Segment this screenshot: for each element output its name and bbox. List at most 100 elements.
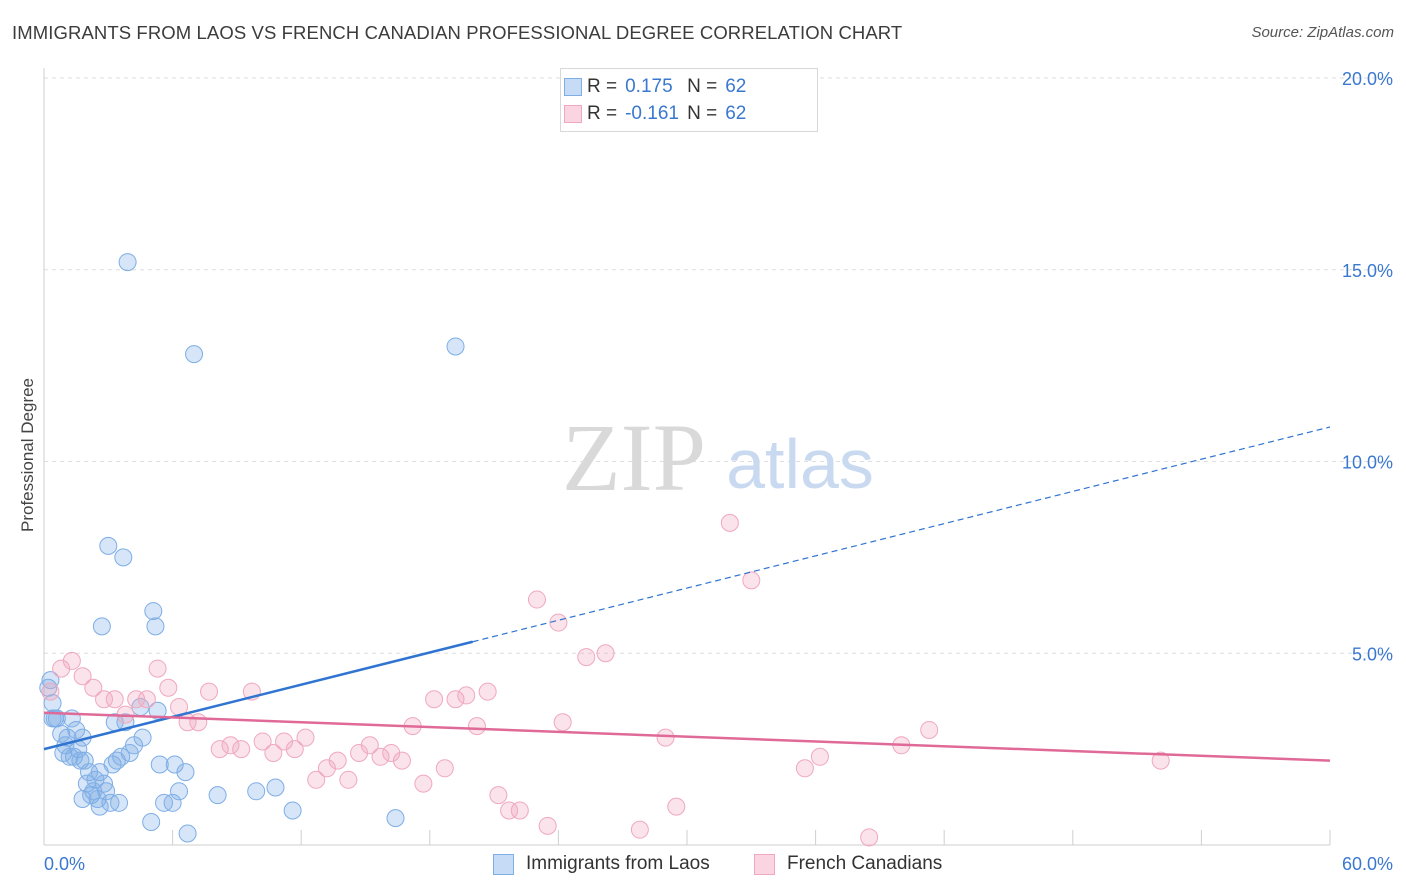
y-tick-label: 15.0% — [1342, 261, 1393, 281]
french-canadian-point — [105, 690, 124, 709]
laos-point — [97, 782, 116, 801]
french-canadian-point — [275, 732, 294, 751]
legend-r-label: R = — [587, 76, 618, 97]
french-canadian-point — [253, 732, 272, 751]
french-canadian-point — [667, 797, 686, 816]
french-canadian-point — [371, 747, 390, 766]
bottom-legend-label-laos: Immigrants from Laos — [526, 853, 710, 874]
french-canadian-point — [317, 759, 336, 778]
x-tick-label: 60.0% — [1342, 854, 1393, 874]
french-canadian-point — [264, 743, 283, 762]
french-canadian-point — [553, 713, 572, 732]
french-canadian-point — [549, 613, 568, 632]
french-canadian-point — [510, 801, 529, 820]
laos-point — [146, 617, 165, 636]
french-canadian-point — [221, 736, 240, 755]
french-canadian-point — [350, 743, 369, 762]
bottom-legend-french-canadians: French Canadians — [754, 851, 942, 877]
tick-labels: 5.0% 10.0% 15.0% 20.0% 0.0% 60.0% — [44, 69, 1393, 874]
bottom-legend-laos: Immigrants from Laos — [493, 851, 710, 877]
french-canadian-point — [656, 728, 675, 747]
french-canadian-point — [920, 720, 939, 739]
gridlines — [44, 77, 1390, 654]
laos-point — [99, 536, 118, 555]
french-canadian-point — [339, 770, 358, 789]
french-canadian-point — [795, 759, 814, 778]
laos-point — [110, 793, 129, 812]
legend-n-value-laos: 62 — [725, 76, 747, 97]
french-canadian-point — [414, 774, 433, 793]
french-canadian-point — [73, 667, 92, 686]
french-canadian-point — [478, 682, 497, 701]
chart-title: IMMIGRANTS FROM LAOS VS FRENCH CANADIAN … — [12, 22, 903, 43]
french-canadian-point — [148, 659, 167, 678]
legend-swatch-french-canadians — [564, 105, 582, 123]
laos-point — [148, 701, 167, 720]
y-tick-label: 20.0% — [1342, 69, 1393, 89]
french-canadian-point — [232, 740, 251, 759]
laos-point — [165, 755, 184, 774]
french-canadian-point — [810, 747, 829, 766]
laos-point — [80, 763, 99, 782]
french-canadian-point — [95, 690, 114, 709]
french-canadian-point — [210, 740, 229, 759]
bottom-legend-swatch-french-canadians — [754, 853, 775, 875]
legend-row-french-canadians: R = -0.161 N = 62 — [564, 102, 747, 126]
x-tick-label: 0.0% — [44, 854, 85, 874]
laos-point — [114, 548, 133, 567]
laos-point — [92, 617, 111, 636]
y-tick-label: 5.0% — [1352, 644, 1393, 664]
laos-point — [247, 782, 266, 801]
laos-point — [178, 824, 197, 843]
french-canadian-point — [159, 678, 178, 697]
french-canadian-point — [860, 828, 879, 847]
french-canadian-point — [392, 751, 411, 770]
french-canadian-point — [296, 728, 315, 747]
laos-point — [133, 728, 152, 747]
axes — [43, 68, 1331, 846]
legend-n-value-french-canadians: 62 — [725, 103, 747, 124]
french-canadian-point — [596, 644, 615, 663]
french-canadian-point — [489, 786, 508, 805]
french-canadian-point — [630, 820, 649, 839]
trend-lines — [43, 426, 1331, 762]
laos-point — [75, 751, 94, 770]
laos-point — [185, 345, 204, 364]
french-canadian-point — [1151, 751, 1170, 770]
laos-point — [266, 778, 285, 797]
legend-r-label: R = — [587, 103, 618, 124]
french-canadian-point — [382, 743, 401, 762]
french-canadian-point — [41, 682, 60, 701]
bottom-legend-label-french-canadians: French Canadians — [787, 853, 943, 874]
laos-trend-extension — [472, 426, 1331, 643]
laos-point — [386, 809, 405, 828]
laos-point — [67, 720, 86, 739]
french-canadian-point — [127, 690, 146, 709]
laos-point — [163, 793, 182, 812]
laos-point — [208, 786, 227, 805]
french-canadian-point — [577, 648, 596, 667]
laos-trend-line — [43, 640, 473, 751]
legend-n-label: N = — [687, 76, 718, 97]
laos-point — [90, 797, 109, 816]
laos-point — [150, 755, 169, 774]
laos-point — [118, 253, 137, 272]
french-canadian-point — [742, 571, 761, 590]
laos-point — [142, 812, 161, 831]
laos-point — [144, 602, 163, 621]
french-canadian-point — [328, 751, 347, 770]
y-tick-label: 10.0% — [1342, 453, 1393, 473]
french-canadian-point — [527, 590, 546, 609]
laos-point — [446, 337, 465, 356]
data-points — [39, 253, 1170, 847]
legend-n-label: N = — [687, 103, 718, 124]
laos-point — [112, 747, 131, 766]
french-canadian-point — [538, 816, 557, 835]
french-canadian-point — [285, 740, 304, 759]
laos-point — [95, 774, 114, 793]
laos-point — [283, 801, 302, 820]
french-canadian-point — [200, 682, 219, 701]
laos-point — [170, 782, 189, 801]
legend-swatch-laos — [564, 78, 582, 96]
